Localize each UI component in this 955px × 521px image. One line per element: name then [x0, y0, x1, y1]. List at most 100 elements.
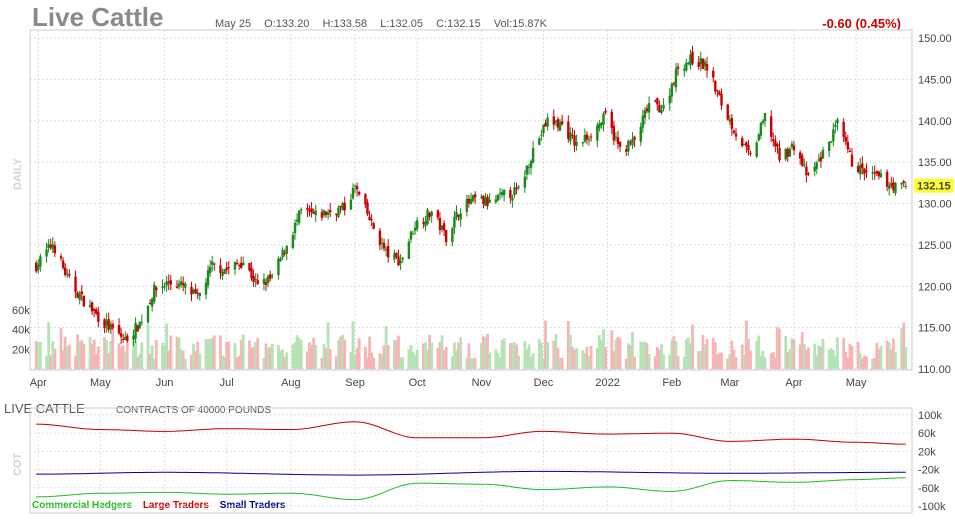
volume-bar — [494, 349, 498, 369]
volume-bar — [134, 341, 137, 369]
volume-bar — [755, 341, 759, 369]
candle-body — [546, 117, 549, 127]
volume-bar — [233, 343, 237, 369]
volume-bar — [827, 349, 831, 369]
candle-body — [337, 207, 340, 218]
candle-body — [382, 243, 386, 249]
volume-bar — [395, 340, 398, 369]
candle-body — [136, 325, 139, 332]
candle-body — [581, 142, 585, 144]
volume-bar — [817, 345, 821, 369]
candle-body — [604, 110, 607, 113]
volume-bar — [670, 340, 674, 369]
candle-body — [728, 119, 732, 122]
volume-bar — [502, 338, 506, 369]
volume-bar — [36, 342, 40, 369]
volume-bar — [488, 352, 492, 369]
volume-value: Vol:15.87K — [493, 18, 548, 30]
volume-bar — [711, 337, 715, 369]
volume-bar — [140, 342, 144, 369]
volume-bar — [850, 345, 854, 369]
volume-bar — [614, 339, 618, 369]
candle-body — [409, 231, 413, 240]
time-axis-tick-label: Apr — [30, 377, 47, 389]
volume-bar — [904, 347, 908, 369]
candle-body — [687, 62, 690, 64]
candle-body — [368, 216, 371, 221]
volume-bar — [581, 350, 585, 369]
volume-bar — [858, 352, 862, 369]
time-axis-tick-label: May — [846, 377, 867, 389]
candle-body — [233, 262, 237, 270]
candle-body — [480, 196, 483, 198]
candle-body — [179, 281, 183, 286]
candle-body — [444, 229, 448, 243]
candle-body — [132, 335, 135, 340]
candle-body — [716, 90, 719, 92]
candle-body — [743, 143, 746, 145]
candle-body — [517, 186, 520, 188]
volume-bar — [119, 347, 123, 369]
candle-body — [293, 223, 297, 234]
candle-body — [61, 260, 65, 268]
volume-bar — [846, 357, 850, 369]
volume-bar — [179, 349, 183, 369]
volume-bar — [587, 356, 591, 369]
candle-body — [614, 136, 618, 138]
candle-body — [890, 183, 893, 186]
candle-body — [121, 338, 125, 340]
volume-bar — [568, 334, 572, 369]
volume-bar — [146, 324, 150, 369]
candle-body — [670, 83, 674, 97]
candle-body — [134, 322, 137, 339]
candle-body — [885, 171, 889, 187]
candle-body — [401, 257, 404, 260]
volume-bar — [444, 347, 448, 369]
volume-bar — [583, 353, 587, 369]
candle-body — [488, 199, 491, 203]
volume-bar — [732, 349, 736, 369]
volume-bar — [626, 343, 630, 369]
volume-bar — [821, 338, 825, 369]
volume-bar — [674, 341, 678, 369]
volume-bar — [703, 344, 707, 369]
candle-body — [117, 325, 121, 334]
volume-bar — [900, 328, 904, 369]
volume-bar — [223, 356, 227, 369]
date-label: May 25 — [215, 18, 252, 30]
volume-bar — [78, 340, 82, 369]
candle-body — [107, 319, 110, 330]
volume-bar — [684, 339, 688, 369]
candle-body — [894, 182, 897, 194]
volume-bar — [891, 338, 895, 369]
volume-bar — [415, 349, 419, 369]
volume-bar — [63, 336, 67, 369]
candle-body — [438, 217, 442, 231]
volume-bar — [283, 356, 287, 369]
candle-body — [790, 143, 794, 147]
volume-bar — [525, 349, 529, 369]
volume-bar — [556, 347, 560, 369]
volume-bar — [291, 344, 295, 369]
price-axis-tick-label: 130.00 — [918, 199, 952, 211]
candle-body — [734, 133, 738, 137]
volume-bar — [53, 348, 57, 369]
volume-bar — [699, 351, 703, 369]
candle-body — [813, 166, 816, 172]
volume-bar — [805, 349, 808, 369]
volume-bar — [196, 341, 200, 369]
candle-body — [583, 135, 587, 142]
candle-body — [689, 54, 692, 66]
candle-body — [871, 172, 874, 174]
volume-bar — [125, 342, 129, 369]
volume-bar — [844, 351, 848, 369]
volume-bar — [672, 336, 676, 369]
volume-bar — [154, 339, 158, 369]
candle-body — [676, 66, 680, 69]
price-axis-tick-label: 135.00 — [918, 157, 952, 169]
volume-bar — [421, 343, 425, 369]
price-axis-tick-label: 120.00 — [918, 281, 952, 293]
volume-bar — [264, 343, 268, 369]
candle-body — [776, 143, 779, 147]
volume-bar — [610, 330, 614, 369]
